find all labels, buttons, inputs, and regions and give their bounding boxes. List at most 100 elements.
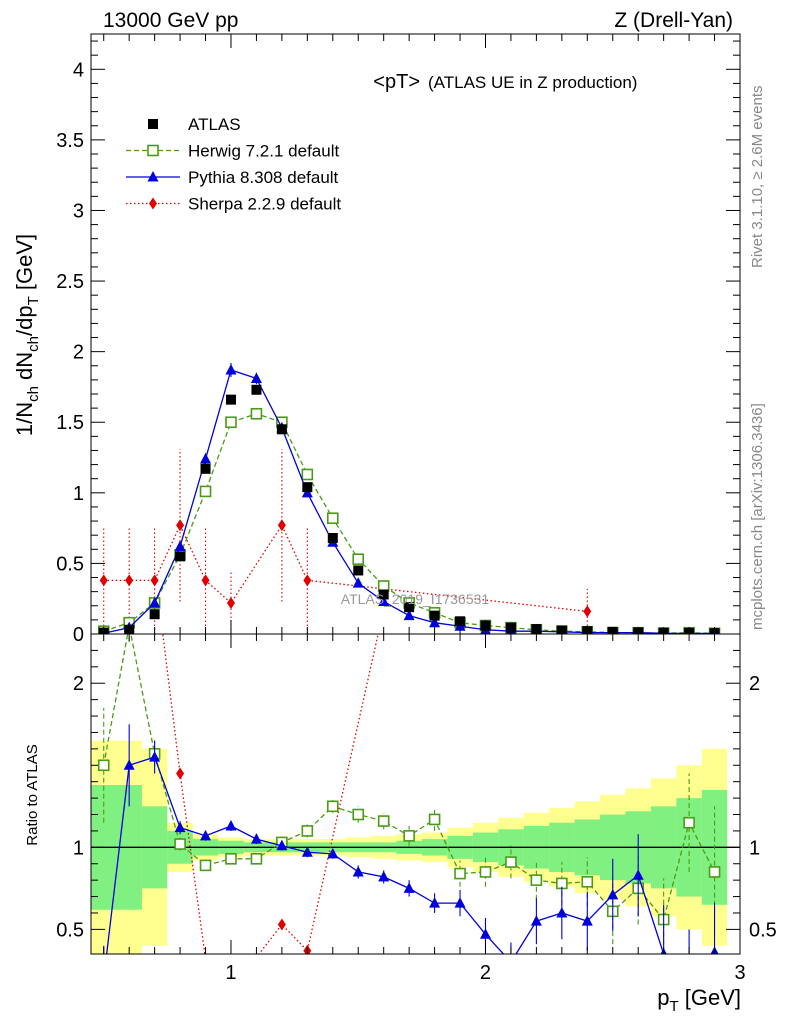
ratio-pythia-point — [200, 829, 212, 841]
ratio-herwig-point — [454, 867, 466, 880]
ratio-herwig-point — [428, 813, 441, 826]
ratio-y-tick-label: 2 — [73, 673, 84, 695]
main-sherpa-point — [125, 574, 134, 587]
legend: ATLAS Herwig 7.2.1 default Pythia 8.308 de… — [126, 115, 341, 214]
ratio-herwig-point — [530, 874, 543, 886]
ratio-y-tick-label-right: 0.5 — [749, 919, 777, 941]
ratio-y-tick-label-right: 1 — [749, 837, 760, 859]
ratio-sherpa-point — [277, 918, 286, 931]
header-right: Z (Drell-Yan) — [614, 9, 733, 32]
ratio-herwig-point — [708, 866, 721, 878]
ratio-pythia-point — [174, 821, 186, 833]
ratio-pythia-point — [301, 846, 313, 857]
legend-marker — [148, 119, 158, 129]
main-atlas-point — [200, 463, 211, 474]
ratio-herwig-point — [250, 853, 263, 865]
legend-label: Sherpa 2.2.9 default — [188, 195, 341, 214]
main-atlas-point — [378, 589, 389, 600]
main-pythia-point — [429, 616, 441, 628]
ratio-herwig-point — [301, 825, 314, 837]
legend-label: ATLAS — [188, 115, 241, 134]
main-y-tick-label: 1 — [73, 483, 84, 505]
x-tick-label: 3 — [734, 962, 745, 984]
main-atlas-point — [175, 551, 186, 562]
ratio-herwig-point — [505, 856, 517, 868]
legend-marker — [147, 171, 159, 182]
ratio-pythia-point — [123, 759, 135, 770]
main-sherpa-point — [583, 605, 592, 618]
main-y-label: 1/Nch dNch/dpT [GeV] — [12, 234, 42, 436]
main-y-axis: 0 0.5 1 1.5 2 2.5 3 3.5 4 — [56, 34, 740, 646]
ratio-frame — [90, 633, 741, 955]
main-title: <pT> — [373, 71, 420, 93]
ratio-pythia-point — [556, 906, 568, 918]
ratio-herwig-point — [225, 853, 237, 865]
x-axis-label: pT [GeV] — [657, 985, 741, 1015]
main-atlas-point — [327, 533, 338, 543]
main-atlas-point — [455, 616, 466, 627]
main-y-tick-label: 0 — [73, 624, 84, 646]
ratio-herwig-point — [199, 859, 212, 872]
ratio-pythia-point — [378, 870, 390, 882]
main-atlas-point — [429, 610, 440, 621]
ratio-y-tick-label: 1 — [73, 837, 84, 859]
main-sherpa-point — [99, 574, 108, 587]
ratio-y-tick-label: 0.5 — [56, 919, 84, 941]
ratio-herwig-point — [352, 808, 365, 821]
x-tick-label: 2 — [480, 962, 491, 984]
main-y-tick-label: 3.5 — [56, 130, 84, 152]
ratio-pythia-point — [352, 865, 364, 877]
main-atlas-point — [276, 424, 287, 435]
main-atlas-point — [251, 384, 262, 395]
ratio-herwig-point — [403, 830, 415, 842]
legend-label: Herwig 7.2.1 default — [188, 142, 339, 161]
main-pythia-point — [200, 452, 212, 464]
legend-label: Pythia 8.308 default — [188, 168, 339, 187]
main-atlas-point — [302, 482, 313, 493]
main-pythia-point — [352, 577, 364, 588]
main-sherpa-point — [277, 519, 286, 532]
ratio-pythia-point — [530, 915, 542, 926]
main-herwig-point — [250, 407, 263, 420]
ratio-y-tick-label-right: 2 — [749, 673, 760, 695]
ratio-sherpa-point — [204, 952, 207, 954]
main-herwig-point — [301, 468, 314, 481]
ratio-plot-area — [91, 634, 740, 996]
ratio-pythia-point — [607, 888, 619, 900]
main-y-tick-label: 2.5 — [56, 271, 84, 293]
main-sherpa-point — [150, 574, 159, 587]
ratio-herwig-point — [97, 759, 110, 772]
ratio-y-label: Ratio to ATLAS — [24, 744, 41, 845]
main-y-tick-label: 3 — [73, 200, 84, 222]
header-left: 13000 GeV pp — [103, 9, 238, 32]
ratio-herwig-point — [326, 800, 339, 813]
ratio-panel: 0.5 0.5 1 1 2 2 1 2 3 Ratio to ATLAS pT [GeV] — [24, 633, 777, 1015]
main-y-tick-label: 4 — [73, 59, 84, 81]
ratio-pythia-point — [479, 928, 491, 939]
main-herwig-point — [352, 553, 365, 565]
rivet-label: Rivet 3.1.10, ≥ 2.6M events — [749, 86, 766, 269]
ratio-pythia-point — [98, 973, 109, 984]
main-panel: 0 0.5 1 1.5 2 2.5 3 3.5 4 <pT> (ATLAS UE in Z pr… — [12, 33, 741, 646]
legend-marker — [147, 144, 159, 157]
main-sherpa-point — [201, 574, 210, 587]
main-y-tick-label: 2 — [73, 342, 84, 364]
ratio-pythia-point — [276, 839, 288, 851]
ratio-pythia-point — [149, 751, 161, 762]
main-herwig-point — [225, 416, 237, 429]
main-pythia-point — [250, 372, 262, 383]
ratio-sherpa-point — [227, 984, 235, 996]
main-atlas-point — [353, 565, 364, 576]
ratio-pythia-point — [454, 897, 466, 908]
ratio-pythia-point — [684, 973, 695, 984]
legend-marker — [149, 197, 157, 210]
ratio-herwig-point — [377, 815, 390, 827]
ratio-herwig-point — [683, 816, 695, 829]
main-y-tick-label: 0.5 — [56, 553, 84, 575]
main-herwig-point — [199, 485, 212, 498]
main-subtitle: (ATLAS UE in Z production) — [428, 73, 637, 92]
main-pythia-point — [403, 609, 415, 621]
main-pythia-point — [378, 595, 390, 607]
ratio-pythia-point — [429, 897, 441, 908]
